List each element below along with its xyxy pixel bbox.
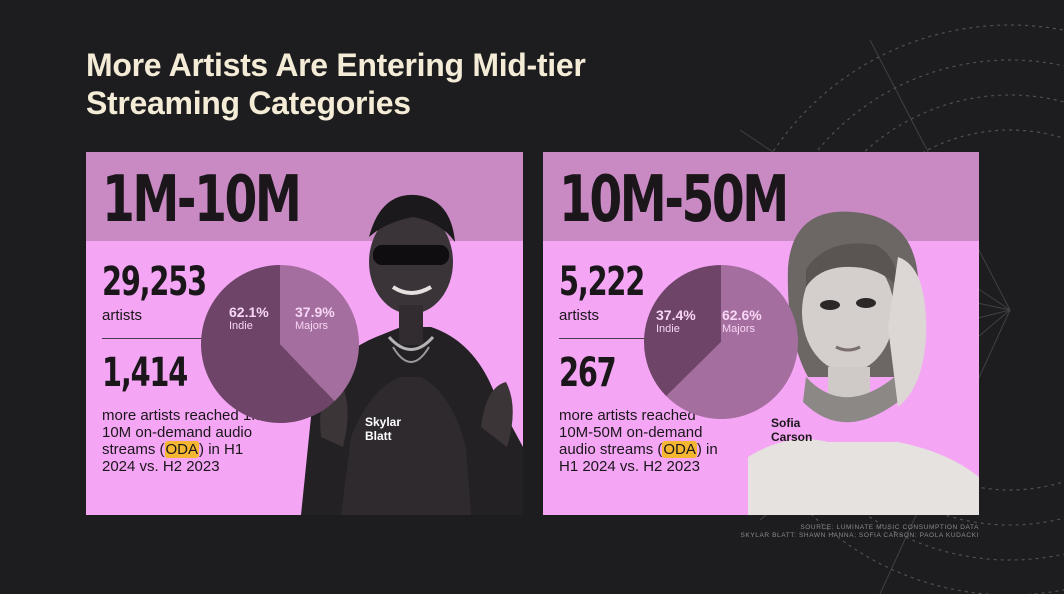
pie-indie-pct: 37.4% — [656, 307, 696, 323]
pie-chart-1m-10m — [201, 265, 359, 423]
growth-text-end: ) in H1 2024 vs. H2 2023 — [559, 441, 718, 475]
tier-card-1m-10m: 1M-10M Skylar Blatt 29,253 artists 1,414… — [86, 152, 523, 515]
oda-highlight: ODA — [662, 441, 697, 458]
tier-label: 10M-50M — [559, 163, 789, 237]
divider — [102, 338, 212, 339]
pie-indie-label: Indie — [656, 323, 680, 335]
artists-count: 29,253 — [102, 259, 207, 305]
source-credit: SOURCE: LUMINATE MUSIC CONSUMPTION DATA … — [740, 524, 979, 540]
divider — [559, 338, 669, 339]
pie-indie-label: Indie — [229, 320, 253, 332]
growth-text: more artists reached 1M-10M on-demand au… — [102, 407, 269, 458]
pie-slice-indie — [644, 265, 721, 397]
pie-majors-pct: 62.6% — [722, 307, 762, 323]
artists-label: artists — [102, 307, 143, 324]
growth-text: more artists reached 10M-50M on-demand a… — [559, 407, 703, 458]
growth-count: 267 — [559, 350, 617, 396]
pie-slice-indie — [201, 265, 335, 423]
pie-majors-pct: 37.9% — [295, 304, 335, 320]
growth-description: more artists reached 1M-10M on-demand au… — [102, 407, 272, 475]
artists-count: 5,222 — [559, 259, 645, 305]
tier-label: 1M-10M — [102, 163, 302, 237]
pie-indie-pct: 62.1% — [229, 304, 269, 320]
pie-majors-label: Majors — [722, 323, 756, 335]
pie-chart-10m-50m — [644, 265, 798, 419]
artist-photo — [748, 211, 979, 515]
tier-card-10m-50m: 10M-50M Sofia Carson 5,222 artists 267 m… — [543, 152, 979, 515]
artist-caption: Skylar Blatt — [365, 415, 402, 443]
artists-label: artists — [559, 307, 600, 324]
tier-band — [543, 152, 979, 241]
source-line: SOURCE: LUMINATE MUSIC CONSUMPTION DATA — [800, 524, 979, 531]
pie-majors-label: Majors — [295, 320, 329, 332]
pie-slice-majors — [280, 265, 359, 402]
artist-photo — [301, 194, 523, 515]
oda-highlight: ODA — [164, 441, 200, 458]
growth-count: 1,414 — [102, 350, 188, 396]
artist-caption: Sofia Carson — [771, 416, 813, 444]
growth-description: more artists reached 10M-50M on-demand a… — [559, 407, 729, 475]
page-title: More Artists Are Entering Mid-tier Strea… — [86, 47, 586, 121]
photo-credit-line: SKYLAR BLATT: SHAWN HANNA; SOFIA CARSON:… — [740, 532, 979, 539]
pie-slice-majors — [666, 265, 798, 419]
growth-text-end: ) in H1 2024 vs. H2 2023 — [102, 441, 244, 475]
